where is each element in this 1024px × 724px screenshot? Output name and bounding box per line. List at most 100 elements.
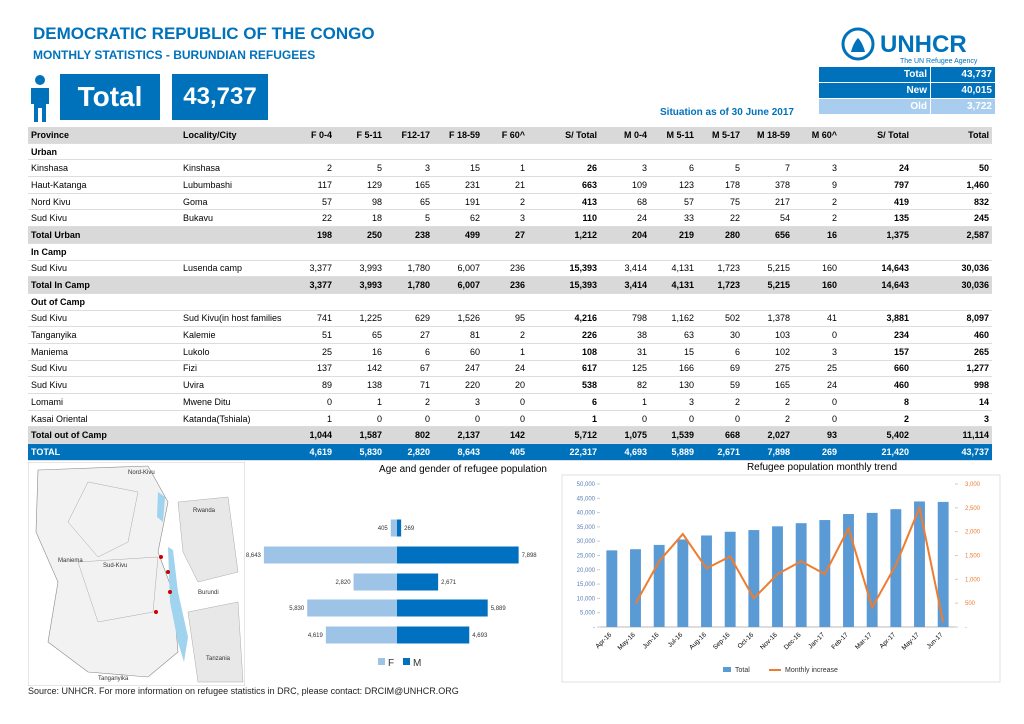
cell: 0 <box>295 393 335 411</box>
cell: 16 <box>793 226 840 244</box>
map-label: Rwanda <box>193 508 216 514</box>
cell: 280 <box>697 226 743 244</box>
cell: 3,377 <box>295 260 335 278</box>
cell: 1,526 <box>433 310 483 328</box>
cell: 405 <box>483 443 528 461</box>
y-tick-label: 35,000 <box>577 525 596 531</box>
cell: 275 <box>743 360 793 378</box>
cell: 2 <box>840 410 912 428</box>
cell: 157 <box>840 343 912 361</box>
y-tick-label: 5,000 <box>580 611 596 617</box>
cell: 1,044 <box>295 426 335 445</box>
column-header: F 0-4 <box>295 127 335 144</box>
cell: 0 <box>793 326 840 344</box>
cell: 110 <box>528 209 600 228</box>
column-header: F 5-11 <box>335 127 385 144</box>
bar <box>325 626 397 644</box>
cell: 1,587 <box>335 426 385 445</box>
cell: 62 <box>433 209 483 228</box>
cell: 2,137 <box>433 426 483 445</box>
y2-tick-label: 2,500 <box>965 506 981 512</box>
cell: 6 <box>528 393 600 411</box>
cell: 22,317 <box>528 443 600 461</box>
cell: 1,225 <box>335 310 385 328</box>
cell: Goma <box>180 193 295 211</box>
column-header: F12-17 <box>385 127 433 144</box>
bar <box>307 599 397 617</box>
bar <box>795 523 807 627</box>
total-label: Total <box>60 74 160 120</box>
cell: 160 <box>793 260 840 278</box>
cell: 236 <box>483 276 528 294</box>
data-row: Lomami Mwene Ditu 0 1 2 3 0 6 1 3 2 2 0 8 14 <box>28 393 992 411</box>
total-value: 43,737 <box>172 74 268 120</box>
data-row: Sud Kivu Bukavu 22 18 5 62 3 110 24 33 22 54 2 135 245 <box>28 209 992 228</box>
cell: 59 <box>697 376 743 394</box>
cell: 5 <box>697 159 743 178</box>
cell: 7 <box>743 159 793 178</box>
cell: 5,215 <box>743 276 793 294</box>
cell: 4,131 <box>650 276 697 294</box>
header-row: Province Locality/City F 0-4 F 5-11 F12-17 F … <box>28 127 992 144</box>
cell: 0 <box>697 410 743 428</box>
cell: 3,993 <box>335 260 385 278</box>
cell: 247 <box>433 360 483 378</box>
cell: Sud Kivu <box>28 310 180 328</box>
cell: 502 <box>697 310 743 328</box>
cell: 166 <box>650 360 697 378</box>
bar <box>819 520 831 627</box>
cell: 81 <box>433 326 483 344</box>
column-header: M 5-17 <box>697 127 743 144</box>
cell: 656 <box>743 226 793 244</box>
cell: Mwene Ditu <box>180 393 295 411</box>
data-row: Sud Kivu Sud Kivu(in host families 741 1,22… <box>28 310 992 328</box>
cell: 4,216 <box>528 310 600 328</box>
cell: 30,036 <box>912 276 992 294</box>
summary-value: 3,722 <box>930 98 996 115</box>
cell: 2 <box>793 193 840 211</box>
y-tick-label: 30,000 <box>577 539 596 545</box>
bar <box>748 530 760 627</box>
cell: 238 <box>385 226 433 244</box>
data-label: 8,643 <box>246 553 262 559</box>
cell: 43,737 <box>912 443 992 461</box>
cell: Lubumbashi <box>180 176 295 194</box>
tot-row: Total In Camp 3,377 3,993 1,780 6,007 236 15,3… <box>28 276 992 294</box>
cell: 226 <box>528 326 600 344</box>
cell: 108 <box>528 343 600 361</box>
x-tick-label: May-17 <box>901 631 922 652</box>
cell: 1,075 <box>600 426 650 445</box>
cell: 5 <box>335 159 385 178</box>
cell: 25 <box>793 360 840 378</box>
cell: 2,027 <box>743 426 793 445</box>
cell: 2 <box>295 159 335 178</box>
cell: 1 <box>483 343 528 361</box>
data-table: Province Locality/City F 0-4 F 5-11 F12-17 F … <box>28 127 992 461</box>
cell: 245 <box>912 209 992 228</box>
cell: 236 <box>483 260 528 278</box>
y-tick-label: 20,000 <box>577 568 596 574</box>
cell: 220 <box>433 376 483 394</box>
bar <box>397 519 402 537</box>
column-header: M 0-4 <box>600 127 650 144</box>
cell: 1 <box>528 410 600 428</box>
cell: 8,097 <box>912 310 992 328</box>
cell: 1,460 <box>912 176 992 194</box>
cell: 1 <box>335 393 385 411</box>
cell: 2 <box>793 209 840 228</box>
cell: Sud Kivu <box>28 376 180 394</box>
bar <box>677 539 689 627</box>
cell: 51 <box>295 326 335 344</box>
cell: 3,414 <box>600 276 650 294</box>
cell: 0 <box>483 410 528 428</box>
summary-value: 40,015 <box>930 82 996 99</box>
column-header: F 60^ <box>483 127 528 144</box>
title: DEMOCRATIC REPUBLIC OF THE CONGO <box>33 24 375 43</box>
cell: 22 <box>295 209 335 228</box>
cell: 5,830 <box>335 443 385 461</box>
cell: 191 <box>433 193 483 211</box>
cell: 538 <box>528 376 600 394</box>
cell: 234 <box>840 326 912 344</box>
cell: 3,377 <box>295 276 335 294</box>
data-row: Sud Kivu Fizi 137 142 67 247 24 617 125 166 69 275 2… <box>28 360 992 378</box>
